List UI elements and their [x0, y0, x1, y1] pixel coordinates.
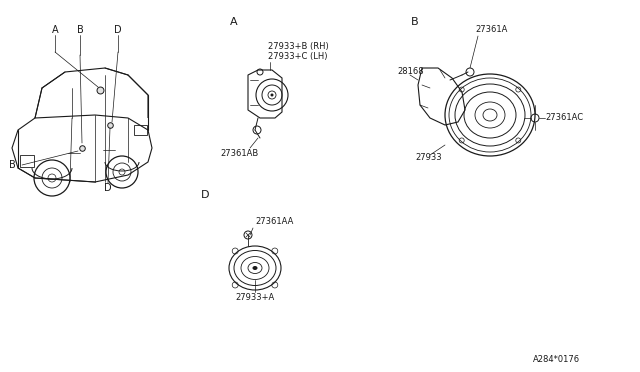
- Text: D: D: [114, 25, 122, 35]
- Text: A: A: [230, 17, 238, 27]
- Text: D: D: [201, 190, 209, 200]
- Circle shape: [271, 93, 273, 96]
- Bar: [134, 125, 147, 135]
- Text: 27933+B (RH): 27933+B (RH): [268, 42, 329, 51]
- Circle shape: [98, 88, 102, 92]
- Text: 28168: 28168: [397, 67, 424, 77]
- Text: 27361AB: 27361AB: [221, 150, 259, 158]
- Ellipse shape: [253, 266, 257, 270]
- Text: B: B: [77, 25, 83, 35]
- Text: 27361AC: 27361AC: [545, 113, 583, 122]
- Text: D: D: [104, 183, 112, 193]
- Text: 27361AA: 27361AA: [255, 218, 293, 227]
- Text: 27361A: 27361A: [475, 26, 508, 35]
- Bar: [20, 155, 34, 167]
- Text: 27933+A: 27933+A: [236, 294, 275, 302]
- Text: 27933: 27933: [415, 154, 442, 163]
- Text: B: B: [8, 160, 15, 170]
- Text: B: B: [411, 17, 419, 27]
- Text: A: A: [52, 25, 58, 35]
- Text: A284*0176: A284*0176: [533, 356, 580, 365]
- Text: 27933+C (LH): 27933+C (LH): [268, 52, 328, 61]
